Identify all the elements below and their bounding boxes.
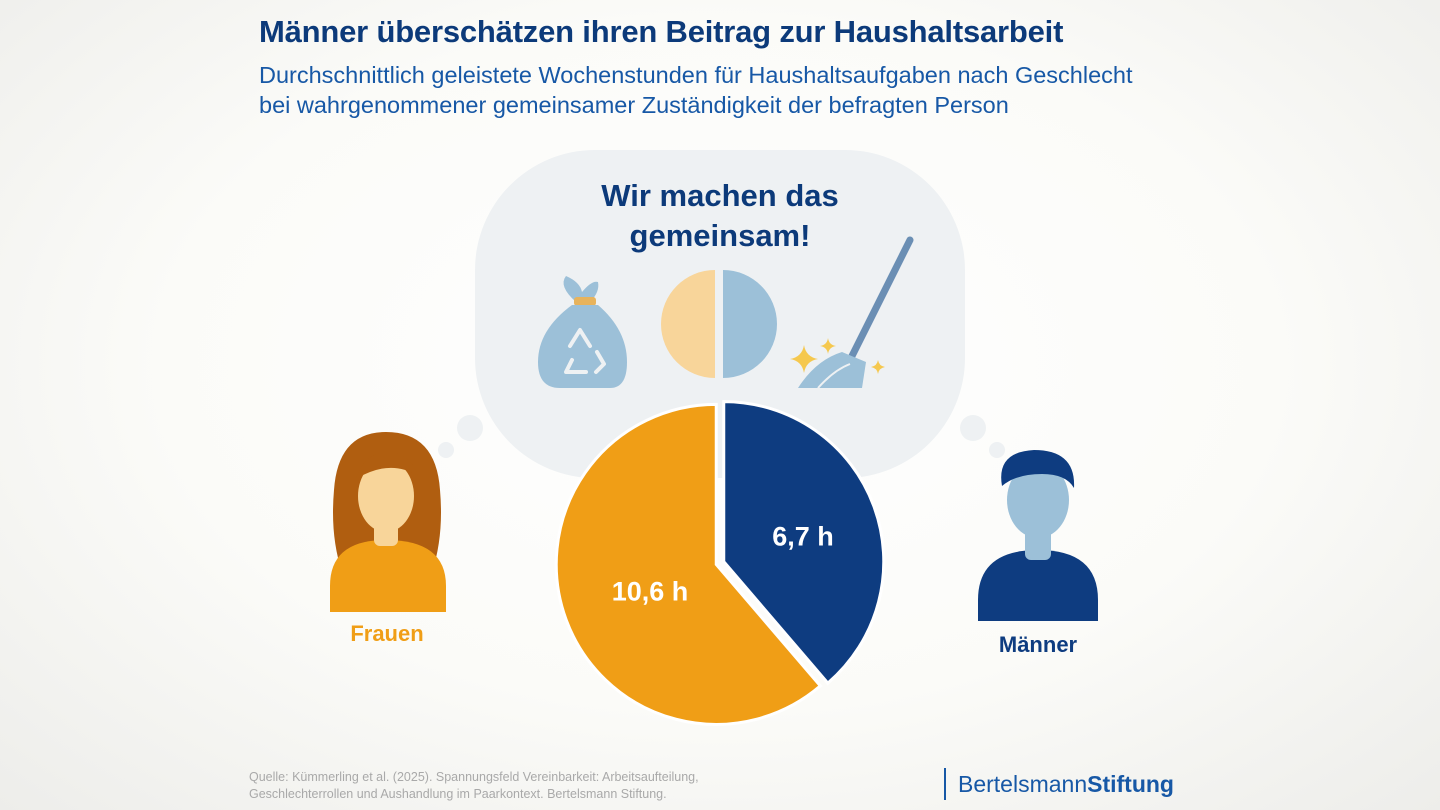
subtitle-line-2: bei wahrgenommener gemeinsamer Zuständig… (259, 92, 1009, 118)
legend-label-maenner: Männer (999, 632, 1078, 657)
pie-chart: 10,6 h 6,7 h (554, 400, 886, 726)
man-avatar (978, 450, 1098, 621)
page-title: Männer überschätzen ihren Beitrag zur Ha… (259, 14, 1064, 49)
thought-dot-left-large (457, 415, 483, 441)
trash-bag-recycle-icon (538, 276, 627, 388)
pie-label-frauen: 10,6 h (612, 577, 689, 607)
man-hair (1001, 450, 1075, 488)
bertelsmann-stiftung-logo: BertelsmannStiftung (944, 768, 1174, 800)
bubble-line-1: Wir machen das (601, 178, 838, 213)
thought-bubble: Wir machen das gemeinsam! (438, 150, 1005, 478)
woman-body (330, 540, 446, 612)
subtitle-line-1: Durchschnittlich geleistete Wochenstunde… (259, 62, 1133, 88)
bubble-line-2: gemeinsam! (630, 218, 811, 253)
pie-slice-frauen (554, 402, 823, 726)
thought-dot-left-small (438, 442, 454, 458)
pie-label-maenner: 6,7 h (772, 521, 834, 551)
woman-fringe (356, 451, 418, 478)
man-body (978, 550, 1098, 621)
pie-slice-maenner (722, 400, 886, 686)
thought-dot-right-small (989, 442, 1005, 458)
legend-label-frauen: Frauen (350, 621, 423, 646)
source-line-1: Quelle: Kümmerling et al. (2025). Spannu… (249, 770, 699, 784)
source-note: Quelle: Kümmerling et al. (2025). Spannu… (249, 769, 699, 803)
man-face (1007, 462, 1069, 538)
half-half-circle-icon (661, 270, 777, 378)
woman-avatar (330, 432, 446, 612)
woman-face (358, 460, 414, 532)
source-line-2: Geschlechterrollen und Aushandlung im Pa… (249, 787, 667, 801)
logo-text-part1: Bertelsmann (958, 771, 1088, 797)
logo-text-part2: Stiftung (1087, 771, 1174, 797)
thought-bubble-body (475, 150, 965, 478)
broom-sparkle-icon (790, 236, 914, 389)
thought-dot-right-large (960, 415, 986, 441)
